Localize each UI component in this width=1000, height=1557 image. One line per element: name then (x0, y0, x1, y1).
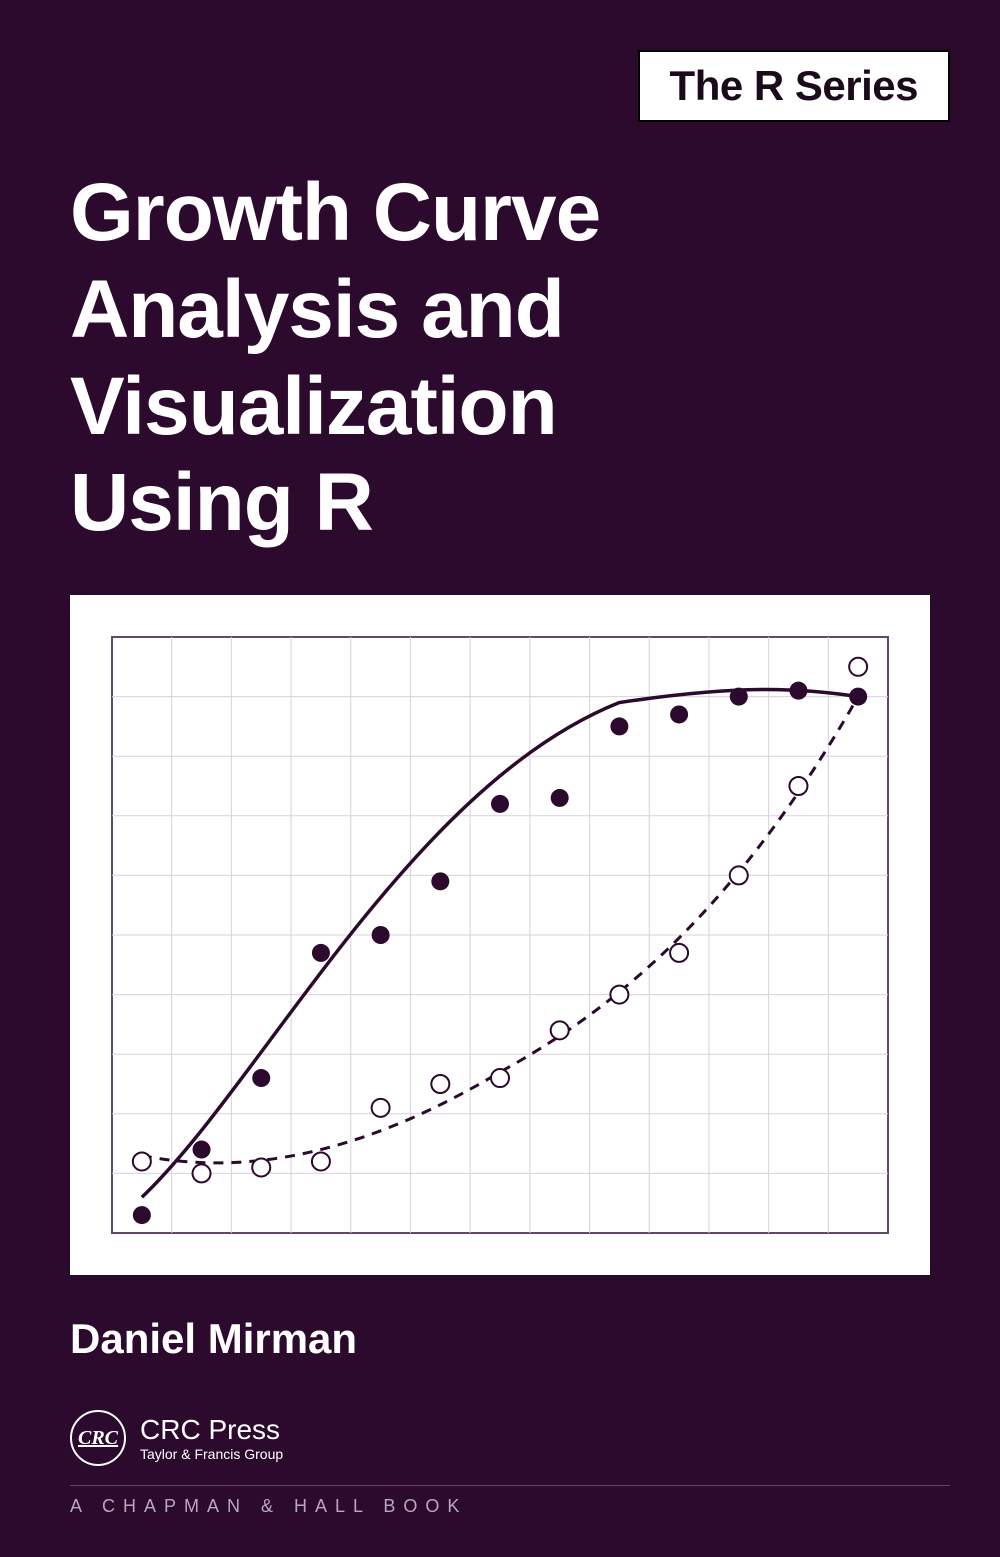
crc-logo-icon: CRC (70, 1410, 126, 1466)
author-name: Daniel Mirman (70, 1315, 357, 1363)
book-title: Growth Curve Analysis and Visualization … (70, 165, 600, 552)
title-line: Visualization (70, 359, 600, 456)
publisher-subtitle: Taylor & Francis Group (140, 1446, 283, 1462)
publisher-text: CRC Press Taylor & Francis Group (140, 1414, 283, 1462)
imprint-label: A CHAPMAN & HALL BOOK (70, 1485, 950, 1517)
series-badge: The R Series (638, 50, 950, 122)
chart-panel (70, 595, 930, 1275)
growth-curve-chart (100, 625, 900, 1245)
publisher-name: CRC Press (140, 1414, 283, 1446)
book-cover: The R Series Growth Curve Analysis and V… (0, 0, 1000, 1557)
title-line: Analysis and (70, 262, 600, 359)
series-label: The R Series (670, 62, 918, 109)
title-line: Using R (70, 455, 600, 552)
title-line: Growth Curve (70, 165, 600, 262)
publisher-block: CRC CRC Press Taylor & Francis Group (70, 1410, 283, 1466)
